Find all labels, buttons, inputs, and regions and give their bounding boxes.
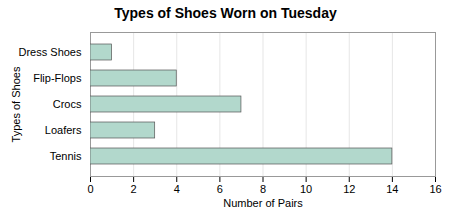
svg-text:4: 4: [174, 183, 180, 195]
svg-text:0: 0: [87, 183, 93, 195]
svg-text:14: 14: [386, 183, 398, 195]
svg-text:Dress Shoes: Dress Shoes: [19, 46, 82, 58]
svg-text:Flip-Flops: Flip-Flops: [33, 72, 82, 84]
svg-text:16: 16: [429, 183, 441, 195]
svg-text:6: 6: [217, 183, 223, 195]
svg-text:Loafers: Loafers: [45, 124, 82, 136]
svg-text:Types of Shoes: Types of Shoes: [10, 66, 22, 142]
svg-text:Tennis: Tennis: [50, 150, 82, 162]
svg-text:Number of Pairs: Number of Pairs: [223, 197, 303, 209]
svg-text:2: 2: [131, 183, 137, 195]
svg-text:Crocs: Crocs: [53, 98, 82, 110]
svg-text:12: 12: [343, 183, 355, 195]
html-text:Types of Shoes Worn on Tuesday: Types of Shoes Worn on Tuesday: [114, 5, 337, 21]
svg-text:10: 10: [300, 183, 312, 195]
svg-text:8: 8: [260, 183, 266, 195]
